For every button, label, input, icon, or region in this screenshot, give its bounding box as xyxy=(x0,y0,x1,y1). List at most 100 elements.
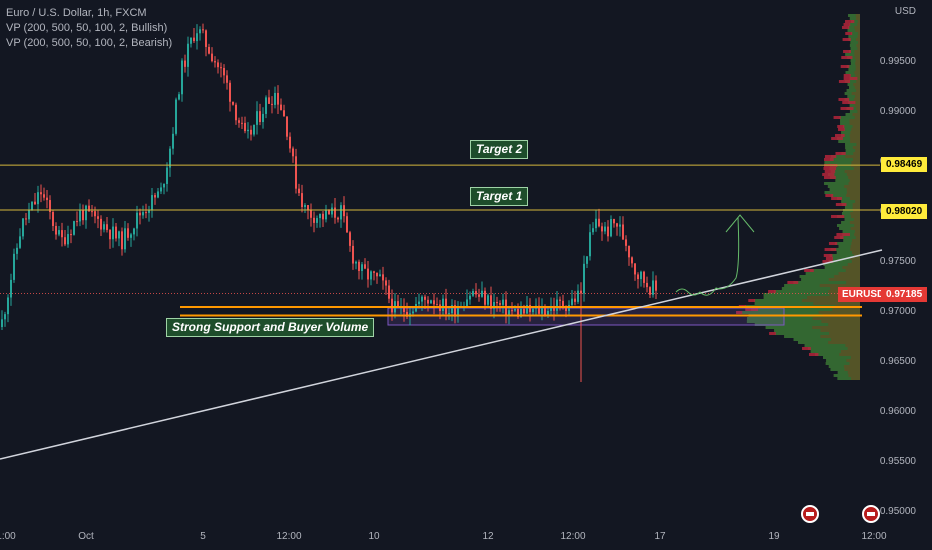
volume-bar-buy xyxy=(849,74,856,77)
volume-bar-sell xyxy=(838,128,845,131)
candle-body xyxy=(475,291,477,295)
candle-body xyxy=(607,226,609,237)
candle-body xyxy=(532,308,534,313)
candle-body xyxy=(169,148,171,168)
volume-bar-sell xyxy=(748,299,756,302)
candle-body xyxy=(382,274,384,281)
legend-indicator-bullish[interactable]: VP (200, 500, 50, 100, 2, Bullish) xyxy=(6,22,168,34)
volume-bar xyxy=(784,284,860,287)
time-tick: 12:00 xyxy=(861,531,887,542)
volume-bar-buy xyxy=(827,185,845,188)
candle-body xyxy=(352,245,354,264)
candle-body xyxy=(550,306,552,311)
candle-body xyxy=(178,94,180,100)
volume-bar-buy xyxy=(804,344,846,347)
candle-body xyxy=(22,218,24,237)
volume-bar-buy xyxy=(781,287,831,290)
legend-indicator-bearish[interactable]: VP (200, 500, 50, 100, 2, Bearish) xyxy=(6,37,173,49)
candle-body xyxy=(484,290,486,305)
volume-bar xyxy=(830,155,860,158)
candle-body xyxy=(211,53,213,62)
candle-body xyxy=(418,301,420,304)
volume-bar-buy xyxy=(849,44,857,47)
candle-body xyxy=(40,192,42,195)
candle-body xyxy=(487,295,489,305)
candle-body xyxy=(190,37,192,44)
candle-body xyxy=(436,304,438,306)
candle-body xyxy=(121,231,123,250)
candle-body xyxy=(214,61,216,63)
candle-body xyxy=(115,226,117,239)
volume-bar-buy xyxy=(810,269,846,272)
volume-bar xyxy=(845,113,860,116)
candle-body xyxy=(268,97,270,104)
us-flag-event-icon[interactable] xyxy=(862,505,880,523)
candle-body xyxy=(370,271,372,280)
volume-bar-buy xyxy=(830,248,851,251)
volume-bar xyxy=(763,296,860,299)
candle-body xyxy=(7,297,9,315)
volume-bar-buy xyxy=(840,122,850,125)
candle-body xyxy=(43,194,45,198)
volume-bar xyxy=(841,221,860,224)
candle-body xyxy=(451,305,453,314)
volume-bar-buy xyxy=(848,68,856,71)
candle-body xyxy=(517,308,519,317)
candle-body xyxy=(70,234,72,236)
legend-title[interactable]: Euro / U.S. Dollar, 1h, FXCM xyxy=(6,7,147,19)
volume-bar-buy xyxy=(830,170,845,173)
candle-body xyxy=(235,104,237,121)
volume-bar-buy xyxy=(829,176,849,179)
volume-bar xyxy=(849,104,860,107)
candle-body xyxy=(391,298,393,313)
volume-bar-buy xyxy=(829,188,847,191)
volume-bar-buy xyxy=(830,158,854,161)
candle-body xyxy=(247,129,249,132)
volume-bar-buy xyxy=(840,236,856,239)
candle-body xyxy=(574,298,576,302)
candle-body xyxy=(310,210,312,218)
volume-bar-sell xyxy=(838,80,851,83)
candle-body xyxy=(364,264,366,269)
volume-bar-buy xyxy=(850,59,856,62)
volume-bar-buy xyxy=(840,119,850,122)
candle-body xyxy=(175,99,177,134)
volume-bar-sell xyxy=(825,257,833,260)
candle-body xyxy=(283,110,285,117)
volume-bar-sell xyxy=(822,173,835,176)
us-flag-event-icon[interactable] xyxy=(801,505,819,523)
candle-body xyxy=(631,257,633,264)
volume-bar xyxy=(840,119,860,122)
candle-body xyxy=(427,299,429,304)
volume-bar-buy xyxy=(845,143,857,146)
candle-body xyxy=(343,205,345,217)
candle-body xyxy=(424,296,426,300)
candle-body xyxy=(622,224,624,240)
volume-bar-sell xyxy=(835,203,847,206)
candle-body xyxy=(220,67,222,69)
volume-bar-buy xyxy=(847,95,856,98)
volume-bar-buy xyxy=(850,47,858,50)
candle-body xyxy=(226,75,228,83)
candle-body xyxy=(610,219,612,237)
candle-body xyxy=(88,205,90,212)
volume-bar-sell xyxy=(833,116,841,119)
volume-bar xyxy=(830,368,860,371)
candle-body xyxy=(82,210,84,221)
volume-bar-buy xyxy=(837,377,852,380)
volume-bar-sell xyxy=(745,308,759,311)
volume-bar-sell xyxy=(834,236,844,239)
candle-body xyxy=(385,280,387,286)
candle-body xyxy=(208,46,210,54)
candle-body xyxy=(280,104,282,111)
volume-bar-sell xyxy=(842,38,851,41)
volume-bar-buy xyxy=(799,275,835,278)
candle-body xyxy=(565,307,567,312)
time-tick: 12:00 xyxy=(560,531,586,542)
candle-body xyxy=(10,279,12,298)
candle-body xyxy=(157,191,159,198)
candle-body xyxy=(37,192,39,205)
candle-body xyxy=(151,195,153,210)
time-tick: 10 xyxy=(368,531,380,542)
